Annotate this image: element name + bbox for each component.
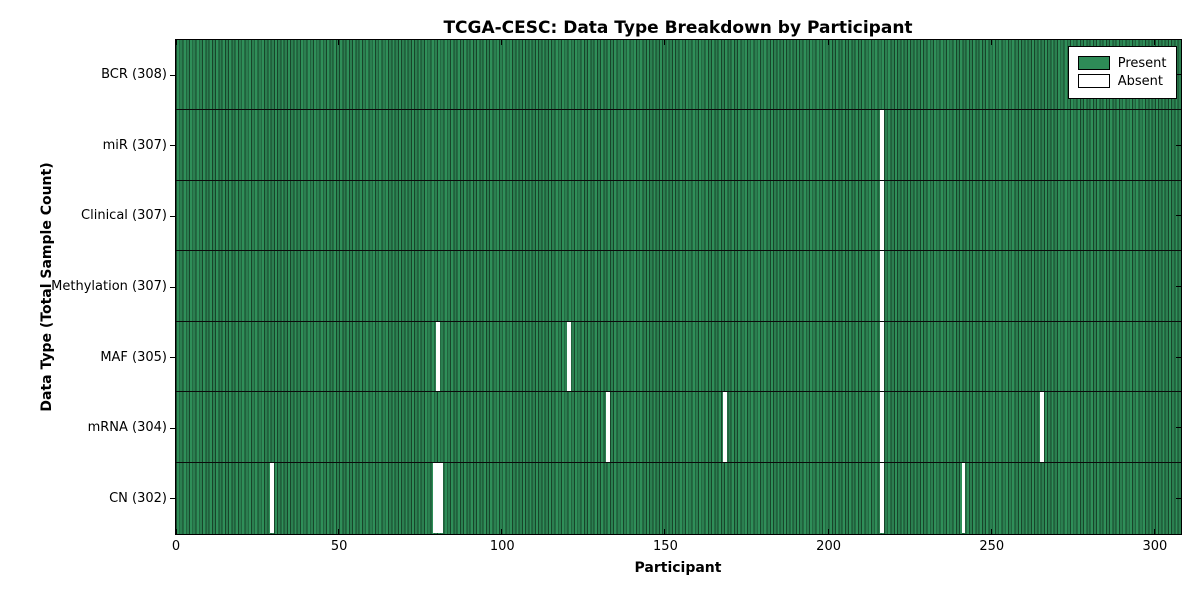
y-tick-label: CN (302)	[109, 490, 167, 506]
legend-swatch-present-icon	[1077, 56, 1110, 70]
y-tick	[1175, 497, 1181, 499]
x-tick	[664, 39, 666, 45]
absent-stripe	[566, 321, 571, 392]
y-tick	[1175, 427, 1181, 429]
y-tick	[170, 215, 176, 217]
x-tick	[1153, 39, 1155, 45]
plot-area: Present Absent	[174, 38, 1182, 535]
x-tick	[338, 39, 340, 45]
absent-stripe	[605, 392, 610, 462]
y-tick-label: MAF (305)	[100, 349, 167, 365]
plot-row-bcr	[175, 40, 1181, 111]
chart-title: TCGA-CESC: Data Type Breakdown by Partic…	[443, 18, 913, 38]
legend-item: Present	[1077, 55, 1167, 71]
x-tick-label: 200	[816, 539, 842, 554]
absent-stripe	[269, 462, 274, 534]
x-tick-label: 250	[979, 539, 1005, 554]
x-tick-label: 0	[171, 539, 181, 554]
absent-stripe	[432, 462, 444, 534]
plot-row-maf	[175, 321, 1181, 393]
legend-item-label: Absent	[1117, 73, 1163, 89]
y-tick-label: mRNA (304)	[87, 420, 167, 436]
absent-stripe	[880, 251, 884, 321]
plot-row-methylation	[175, 251, 1181, 322]
y-tick-label: BCR (308)	[101, 67, 167, 83]
plot-row-clinical	[175, 180, 1181, 252]
y-tick	[170, 357, 176, 359]
x-tick	[175, 39, 177, 45]
x-tick	[990, 39, 992, 45]
x-tick-label: 100	[489, 539, 515, 554]
y-tick-label: miR (307)	[102, 137, 167, 153]
x-tick	[1153, 528, 1155, 534]
absent-stripe	[880, 180, 884, 251]
x-tick-label: 300	[1142, 539, 1168, 554]
x-tick-label: 150	[653, 539, 678, 554]
y-tick	[170, 286, 176, 288]
y-tick	[170, 498, 176, 500]
y-tick	[1175, 356, 1181, 358]
y-tick	[1175, 144, 1181, 146]
plot-row-cn	[176, 462, 1181, 534]
legend: Present Absent	[1067, 45, 1177, 99]
absent-stripe	[1039, 392, 1044, 462]
x-tick	[990, 528, 992, 534]
x-tick-label: 50	[330, 539, 348, 554]
absent-stripe	[880, 462, 884, 534]
y-tick	[1175, 286, 1181, 287]
x-tick	[338, 528, 340, 534]
absent-stripe	[723, 392, 728, 462]
x-tick	[501, 39, 503, 45]
y-tick	[1175, 215, 1181, 217]
y-tick	[170, 427, 176, 429]
x-tick	[501, 528, 503, 534]
absent-stripe	[961, 462, 966, 534]
x-axis-label: Participant	[634, 560, 722, 576]
absent-stripe	[880, 110, 884, 180]
legend-item: Absent	[1077, 73, 1167, 89]
plot-row-mir	[175, 110, 1181, 181]
absent-stripe	[880, 392, 884, 462]
legend-swatch-absent-icon	[1077, 74, 1110, 88]
x-tick	[827, 528, 829, 534]
x-tick	[827, 39, 829, 45]
y-tick-label: Clinical (307)	[81, 208, 167, 224]
y-tick	[170, 74, 176, 76]
plot-row-mrna	[175, 392, 1181, 463]
absent-stripe	[436, 321, 441, 392]
y-tick	[1175, 74, 1181, 76]
y-tick	[170, 145, 176, 147]
absent-stripe	[880, 321, 884, 392]
y-tick-label: Methylation (307)	[51, 279, 167, 294]
x-tick	[175, 528, 177, 534]
x-tick	[664, 528, 666, 534]
legend-item-label: Present	[1117, 55, 1167, 71]
